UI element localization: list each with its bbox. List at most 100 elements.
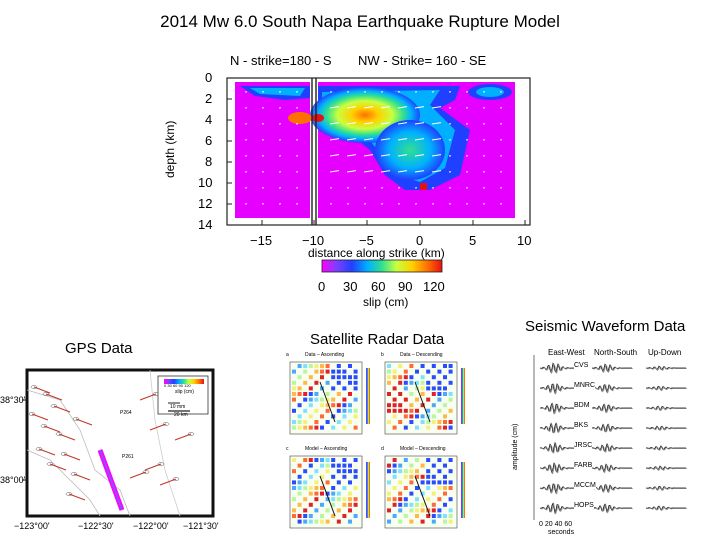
slip-vector xyxy=(414,106,425,109)
slip-vector xyxy=(431,170,442,173)
gps-legend-ticks: 0 30 60 90 120 xyxy=(164,383,191,388)
slip-vector xyxy=(346,138,357,141)
x-tick: 5 xyxy=(469,233,477,248)
slip-vector xyxy=(414,122,425,125)
gps-legend-slip: slip (cm) xyxy=(175,389,194,395)
seismic-col-ud: Up-Down xyxy=(648,348,682,357)
slip-vector xyxy=(329,122,340,125)
slip-vector xyxy=(431,106,442,109)
panel-letter: d xyxy=(381,446,384,452)
y-tick: 0 xyxy=(205,70,213,85)
slip-vector xyxy=(346,154,357,157)
seismic-station-label: MNRC xyxy=(574,382,595,389)
slip-vector xyxy=(397,122,408,125)
seismic-xlabel: seconds xyxy=(548,529,575,536)
slip-vectors xyxy=(244,91,503,205)
slip-vector xyxy=(363,138,374,141)
slip-vector xyxy=(329,154,340,157)
seismic-trace-observed xyxy=(646,405,686,411)
seismic-trace-observed xyxy=(540,402,580,415)
slip-vector xyxy=(329,138,340,141)
slip-vector xyxy=(380,138,391,141)
seismic-trace-synthetic xyxy=(646,506,687,512)
gps-lon-tick: −122°00' xyxy=(133,521,169,531)
slip-vector xyxy=(329,170,340,173)
seismic-xticks: 0 20 40 60 xyxy=(539,521,573,528)
gps-title: GPS Data xyxy=(65,340,133,357)
gps-legend-scale: 20 km xyxy=(174,412,188,418)
seismic-trace-synthetic xyxy=(592,484,633,494)
panel-letter: a xyxy=(286,352,289,358)
radar-colorbar xyxy=(366,368,370,424)
gps-legend-vec: 10 mm xyxy=(170,404,186,410)
panel-title: Model – Ascending xyxy=(305,446,348,452)
slip-vector xyxy=(397,138,408,141)
seismic-col-ew: East-West xyxy=(548,348,585,357)
x-tick: −5 xyxy=(359,233,374,248)
colorbar-tick: 120 xyxy=(423,279,445,294)
radar-colorbar xyxy=(461,368,465,424)
gps-lat-tick: 38°00' xyxy=(0,475,26,485)
seismic-trace-synthetic xyxy=(592,463,633,474)
x-tick: 10 xyxy=(517,233,532,248)
gps-legend-colorbar xyxy=(164,379,204,384)
seismic-trace-observed xyxy=(645,425,686,431)
slip-vector xyxy=(346,122,357,125)
radar-colorbar xyxy=(461,462,465,518)
seismic-ylabel: amplitude (cm) xyxy=(512,423,519,470)
left-segment-label: N - strike=180 - S xyxy=(230,53,332,68)
seismic-trace-synthetic xyxy=(592,363,633,374)
seismic-trace-observed xyxy=(591,442,632,453)
left-fault-plane xyxy=(235,82,310,218)
seismic-station-label: BDM xyxy=(574,402,590,409)
seismic-trace-synthetic xyxy=(646,445,687,451)
panel-title: Data – Ascending xyxy=(305,352,345,358)
gps-lat-tick: 38°30' xyxy=(0,395,26,405)
slip-vector xyxy=(329,106,340,109)
seismic-trace-synthetic xyxy=(592,503,633,514)
slip-vector xyxy=(414,170,425,173)
colorbar-tick: 30 xyxy=(343,279,358,294)
radar-title: Satellite Radar Data xyxy=(310,331,445,348)
panel-letter: c xyxy=(286,446,289,452)
seismic-trace-synthetic xyxy=(646,466,687,472)
y-tick: 4 xyxy=(205,112,213,127)
panel-title: Model – Descending xyxy=(400,446,446,452)
slip-vector xyxy=(397,154,408,157)
y-tick: 8 xyxy=(205,154,213,169)
seismic-trace-synthetic xyxy=(592,423,633,433)
gps-vectors xyxy=(28,385,195,501)
seismic-station-label: JRSC xyxy=(574,442,593,449)
seismic-trace-observed xyxy=(591,363,632,373)
slip-vector xyxy=(346,106,357,109)
seismic-trace-synthetic xyxy=(592,443,633,453)
seismic-col-ns: North-South xyxy=(594,348,638,357)
seismic-trace-observed xyxy=(539,502,580,515)
colorbar-tick: 90 xyxy=(398,279,413,294)
rupture-ticks xyxy=(227,77,526,226)
x-tick: 0 xyxy=(416,233,424,248)
seismic-trace-synthetic xyxy=(646,486,687,492)
slip-vector xyxy=(380,170,391,173)
slip-vector xyxy=(397,170,408,173)
distance-axis-label: distance along strike (km) xyxy=(308,246,445,260)
seismic-trace-observed xyxy=(592,403,632,414)
seismic-trace-observed xyxy=(540,462,580,474)
station-label: P261 xyxy=(122,454,134,460)
right-segment-label: NW - Strike= 160 - SE xyxy=(358,53,487,68)
x-tick: −15 xyxy=(250,233,273,248)
seismic-trace-synthetic xyxy=(646,366,687,371)
seismic-station-label: CVS xyxy=(574,362,589,369)
seismic-station-label: FARB xyxy=(574,462,593,469)
colorbar xyxy=(321,259,443,273)
gps-lon-tick: −122°30' xyxy=(78,521,114,531)
station-label: P264 xyxy=(120,410,132,416)
slip-vector xyxy=(431,122,442,125)
slip-vector xyxy=(363,154,374,157)
slip-vector xyxy=(380,106,391,109)
slip-vector xyxy=(414,154,425,157)
hypocenter-marker xyxy=(420,183,427,190)
